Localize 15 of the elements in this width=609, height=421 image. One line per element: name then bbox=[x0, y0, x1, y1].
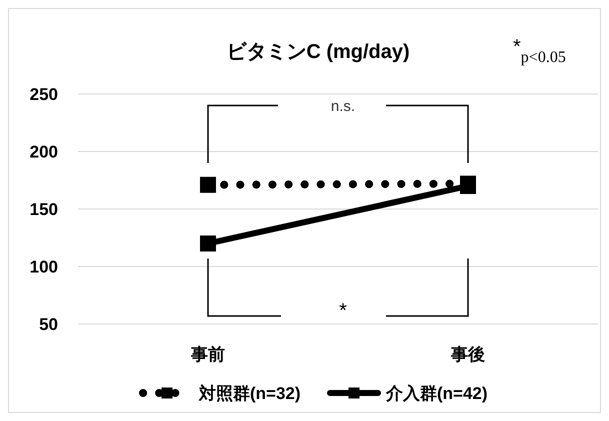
legend-label: 対照群(n=32) bbox=[198, 384, 301, 403]
y-tick-label: 50 bbox=[39, 314, 58, 334]
text: *$_{p<0.05}$ bbox=[513, 36, 566, 66]
y-tick-label: 100 bbox=[30, 257, 58, 276]
y-tick-label: 250 bbox=[30, 84, 58, 104]
x-tick-label: 事前 bbox=[190, 345, 225, 364]
y-tick-label: 200 bbox=[30, 142, 58, 162]
x-tick-label: 事後 bbox=[450, 345, 485, 364]
point bbox=[200, 176, 216, 193]
legend-label: 介入群(n=42) bbox=[385, 384, 488, 403]
annotation: n.s. bbox=[330, 98, 356, 115]
chart-title: ビタミンC (mg/day) bbox=[226, 41, 410, 63]
point bbox=[200, 236, 216, 252]
y-tick-label: 150 bbox=[30, 200, 58, 219]
annotation: * bbox=[339, 300, 348, 322]
